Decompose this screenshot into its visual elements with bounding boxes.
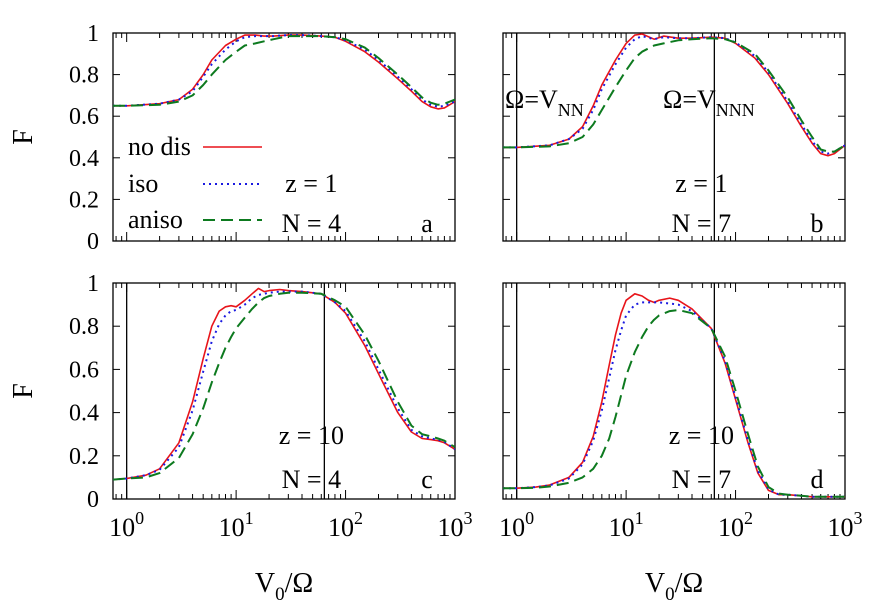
panel-b: z = 1 N = 7 b Ω=VNN Ω=VNNN	[502, 32, 846, 242]
z-annotation: z = 1	[285, 169, 337, 198]
panel-a: 0 0.2 0.4 0.6 0.8 1 z = 1 N = 4 a F no dis iso aniso	[8, 21, 456, 255]
y-tick-label: 0	[87, 229, 99, 255]
plot-frame	[502, 282, 846, 500]
legend-label-iso: iso	[128, 169, 158, 198]
panel-c: 0 0.2 0.4 0.6 0.8 1 100 101 102 103 z = 10 N = 4 c F V…	[8, 271, 473, 605]
plot-frame	[502, 32, 846, 242]
y-axis-label: F	[8, 129, 39, 145]
z-annotation: z = 1	[675, 169, 727, 198]
y-tick-label: 0.2	[69, 187, 99, 213]
series-line-aniso	[503, 309, 845, 498]
series-line-aniso	[503, 37, 845, 153]
x-tick-label: 101	[609, 508, 644, 542]
y-tick-label: 0	[87, 487, 99, 513]
y-tick-label: 0.2	[69, 444, 99, 470]
series-line-aniso	[113, 35, 455, 107]
x-tick-label: 102	[328, 508, 363, 542]
n-annotation: N = 7	[672, 209, 731, 238]
y-tick-label: 0.8	[69, 63, 99, 89]
y-tick-label: 0.6	[69, 104, 99, 130]
panel-letter: c	[421, 465, 433, 494]
series-line-iso	[113, 290, 455, 481]
y-tick-label: 0.4	[69, 401, 99, 427]
x-tick-label: 103	[828, 508, 863, 542]
series-line-no_dis	[113, 287, 455, 481]
n-annotation: N = 4	[282, 465, 341, 494]
series-line-no_dis	[113, 34, 455, 110]
z-annotation: z = 10	[279, 421, 344, 450]
legend-label-aniso: aniso	[128, 205, 183, 234]
panel-d: 100 101 102 103 z = 10 N = 7 d V0/Ω	[499, 282, 863, 605]
y-tick-label: 1	[87, 271, 99, 297]
x-tick-label: 100	[499, 508, 534, 542]
series-group	[113, 287, 455, 481]
x-tick-label: 100	[109, 508, 144, 542]
x-axis-label: V0/Ω	[645, 568, 703, 605]
x-tick-label: 103	[438, 508, 473, 542]
n-annotation: N = 4	[282, 209, 341, 238]
plot-frame	[112, 282, 456, 500]
panel-letter: b	[811, 209, 824, 238]
legend: no dis iso aniso	[128, 132, 262, 234]
panel-letter: d	[811, 465, 824, 494]
y-tick-label: 0.8	[69, 314, 99, 340]
z-annotation: z = 10	[669, 421, 734, 450]
x-tick-label: 101	[219, 508, 254, 542]
legend-label-no_dis: no dis	[128, 132, 191, 161]
y-tick-label: 0.4	[69, 146, 99, 172]
series-group	[113, 34, 455, 110]
y-axis-label: F	[8, 383, 39, 399]
series-line-no_dis	[503, 33, 845, 157]
series-group	[503, 33, 845, 157]
plot-frame	[112, 32, 456, 242]
series-line-iso	[113, 34, 455, 108]
series-line-aniso	[113, 291, 455, 481]
series-group	[503, 293, 845, 498]
x-tick-label: 102	[718, 508, 753, 542]
y-tick-label: 0.6	[69, 357, 99, 383]
vline-label-nnn: Ω=VNNN	[663, 85, 755, 120]
x-axis-label: V0/Ω	[255, 568, 313, 605]
y-tick-label: 1	[87, 21, 99, 47]
vline-label-nn: Ω=VNN	[505, 85, 584, 120]
panel-letter: a	[421, 209, 433, 238]
series-line-iso	[503, 35, 845, 155]
n-annotation: N = 7	[672, 465, 731, 494]
